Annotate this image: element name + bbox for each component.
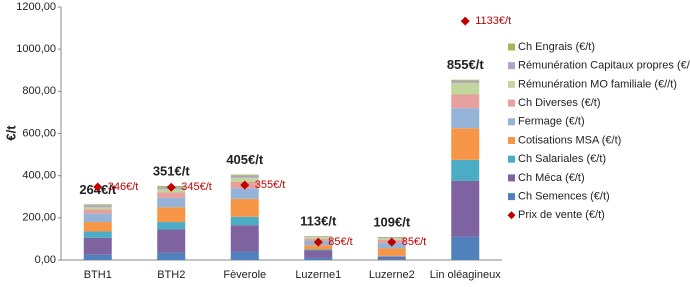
legend-label: Ch Méca (€/t): [518, 172, 585, 184]
x-tick-label: Luzerne1: [295, 269, 341, 281]
legend-swatch: [508, 100, 515, 107]
y-axis-label: €/t: [3, 125, 18, 141]
bar-segment: [451, 108, 479, 128]
price-label: 355€/t: [255, 179, 286, 191]
legend-label: Fermage (€/t): [518, 116, 585, 128]
bar-segment: [84, 222, 112, 231]
bar-segment: [84, 214, 112, 222]
bar-segment: [451, 128, 479, 160]
legend-swatch: [508, 118, 515, 125]
bar-segment: [84, 205, 112, 207]
bar-segment: [451, 80, 479, 81]
bar-segment: [304, 251, 332, 258]
bar-segment: [157, 253, 185, 260]
bar-segment: [231, 175, 259, 176]
y-tick-label: 200,00: [22, 212, 56, 224]
y-tick-label: 800,00: [22, 85, 56, 97]
total-label: 855€/t: [447, 57, 485, 72]
bar-segment: [157, 229, 185, 252]
y-tick-label: 0,00: [35, 254, 56, 266]
total-label: 351€/t: [153, 163, 191, 178]
legend-label: Ch Engrais (€/t): [518, 41, 595, 53]
legend-label: Rémunération Capitaux propres (€/t): [518, 60, 690, 72]
legend-swatch: [508, 211, 516, 219]
legend-label: Ch Semences (€/t): [518, 191, 610, 203]
bar-segment: [451, 94, 479, 108]
legend-swatch: [508, 44, 515, 51]
bar-segment: [231, 225, 259, 251]
y-tick-label: 600,00: [22, 127, 56, 139]
bar-segment: [231, 252, 259, 260]
bar-segment: [304, 249, 332, 250]
bar-segment: [378, 257, 406, 259]
bar-segment: [157, 193, 185, 198]
bar-segment: [451, 83, 479, 95]
price-label: 345€/t: [181, 181, 212, 193]
bar-segment: [451, 160, 479, 181]
total-label: 109€/t: [373, 214, 411, 229]
bar-segment: [231, 217, 259, 225]
bar-segment: [451, 81, 479, 83]
bar-segment: [451, 181, 479, 237]
bar-segment: [84, 204, 112, 205]
total-label: 405€/t: [226, 152, 264, 167]
x-tick-label: BTH2: [157, 269, 185, 281]
bar-segment: [84, 232, 112, 238]
bar-segment: [378, 259, 406, 260]
price-label: 85€/t: [328, 236, 352, 248]
x-tick-label: BTH1: [84, 269, 112, 281]
legend-swatch: [508, 137, 515, 144]
legend-swatch: [508, 156, 515, 163]
bar-segment: [378, 248, 406, 255]
legend-swatch: [508, 193, 515, 200]
bar-segment: [231, 176, 259, 178]
y-tick-label: 1000,00: [16, 43, 56, 55]
bar-segment: [451, 237, 479, 260]
legend-label: Cotisations MSA (€/t): [518, 134, 621, 146]
legend-swatch: [508, 81, 515, 88]
bar-segment: [84, 207, 112, 209]
legend-label: Rémunération MO familiale (€//t): [518, 78, 677, 90]
total-label: 113€/t: [300, 214, 337, 229]
legend-swatch: [508, 174, 515, 181]
bar-segment: [231, 199, 259, 217]
bar-segment: [157, 198, 185, 207]
y-tick-label: 400,00: [22, 170, 56, 182]
legend-label: Ch Diverses (€/t): [518, 97, 601, 109]
bar-segment: [84, 238, 112, 255]
x-tick-label: Luzerne2: [369, 269, 415, 281]
legend-label: Ch Salariales (€/t): [518, 153, 606, 165]
legend-swatch: [508, 62, 515, 69]
y-tick-label: 1200,00: [16, 1, 56, 13]
x-tick-label: Lin oléagineux: [430, 269, 501, 281]
x-tick-label: Fèverole: [223, 269, 266, 281]
bar-segment: [157, 207, 185, 222]
price-label: 1133€/t: [475, 15, 511, 27]
bar-segment: [378, 256, 406, 257]
bar-segment: [84, 255, 112, 260]
price-label: 346€/t: [108, 181, 139, 193]
bar-segment: [157, 222, 185, 229]
legend-label: Prix de vente (€/t): [518, 209, 605, 221]
bar-segment: [84, 209, 112, 213]
price-label: 85€/t: [402, 236, 426, 248]
bar-segment: [304, 258, 332, 260]
price-marker: [461, 17, 470, 26]
